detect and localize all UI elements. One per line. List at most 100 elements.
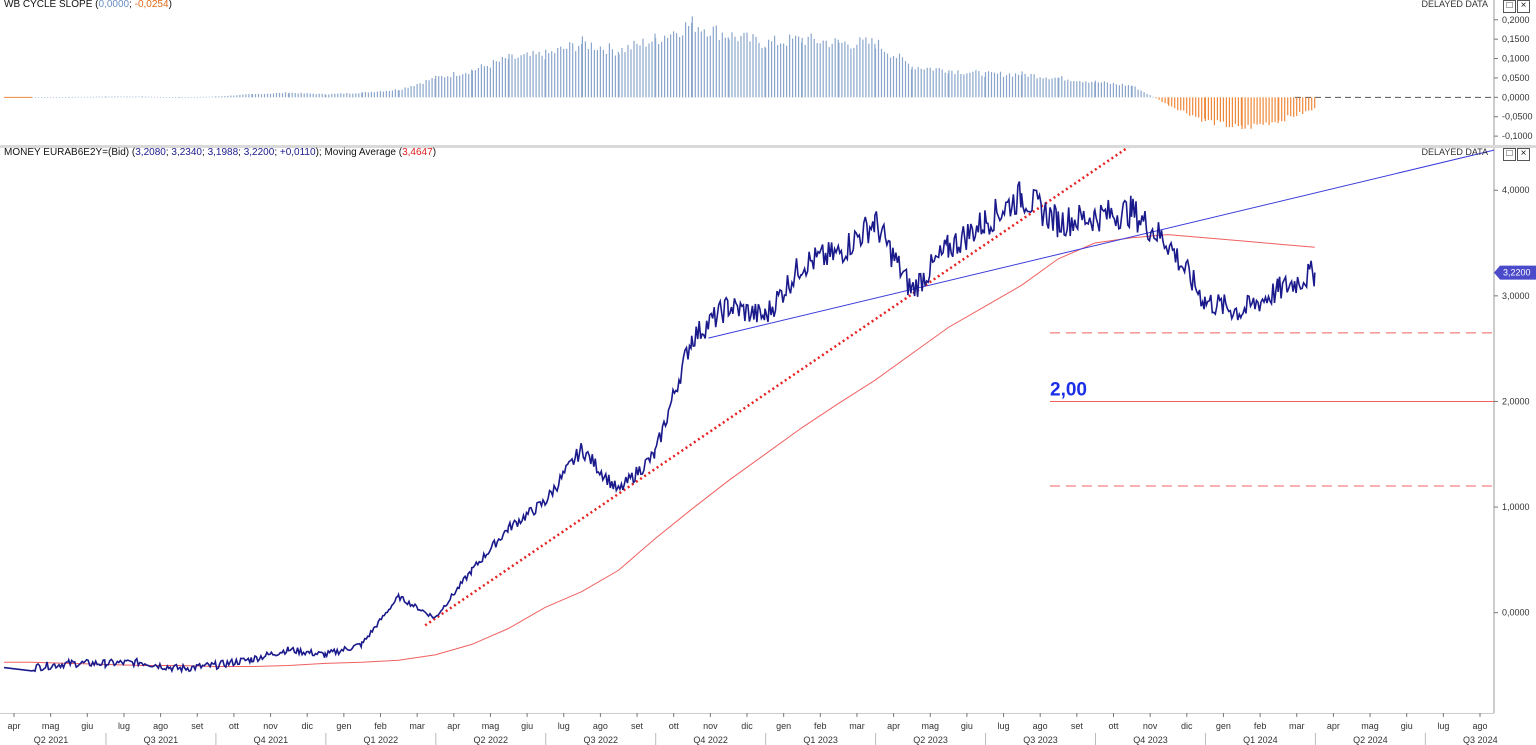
month-label: feb: [374, 721, 387, 731]
y-tick-label: 0,1500: [1502, 34, 1530, 44]
slope-bar: [1002, 76, 1005, 98]
slope-bar: [397, 90, 399, 98]
slope-bar: [65, 97, 67, 98]
slope-bar: [236, 95, 238, 98]
slope-bar: [898, 53, 901, 98]
slope-bar: [1082, 82, 1084, 98]
slope-bar: [275, 93, 278, 98]
maximize-icon[interactable]: □: [1503, 148, 1516, 161]
month-label: set: [631, 721, 644, 731]
slope-bar: [837, 39, 839, 98]
month-label: lug: [998, 721, 1010, 731]
slope-bar: [715, 25, 717, 98]
slope-bar: [1244, 97, 1246, 129]
slope-bar: [1146, 93, 1148, 98]
slope-bar: [413, 86, 415, 98]
quarter-label: Q1 2022: [364, 735, 399, 745]
slope-bar: [1240, 97, 1242, 126]
slope-bar: [401, 89, 403, 98]
slope-bar: [1256, 97, 1258, 125]
month-label: mar: [1289, 721, 1305, 731]
legend-value-2: -0,0254: [134, 0, 169, 10]
slope-bar: [935, 68, 937, 98]
slope-bar: [1311, 97, 1313, 111]
slope-bar: [1014, 73, 1017, 98]
slope-bar: [89, 96, 91, 98]
slope-bar: [95, 96, 97, 98]
slope-bar: [214, 96, 216, 98]
slope-bar: [1164, 97, 1166, 104]
slope-bar: [227, 95, 229, 98]
slope-bar: [904, 61, 907, 98]
slope-bar: [670, 34, 672, 98]
slope-bar: [1076, 81, 1078, 98]
close-icon[interactable]: ×: [1517, 148, 1530, 161]
slope-bar: [117, 96, 119, 98]
slope-bar: [581, 36, 583, 98]
slope-bar: [831, 43, 833, 98]
slope-bar: [1268, 97, 1270, 126]
slope-bar: [1180, 97, 1182, 111]
slope-bar: [1121, 83, 1123, 98]
slope-bar: [71, 96, 73, 98]
slope-bar: [682, 35, 684, 98]
slope-bar: [498, 61, 500, 98]
slope-bar: [611, 49, 613, 98]
cycle-slope-legend: WB CYCLE SLOPE (0,0000; -0,0254): [4, 0, 172, 10]
slope-bar: [1290, 97, 1292, 117]
slope-bar: [367, 92, 369, 98]
slope-bar: [1045, 77, 1047, 98]
slope-bar: [1064, 80, 1066, 98]
slope-bar: [281, 93, 284, 98]
slope-bar: [932, 70, 934, 98]
quarter-label: Q2 2024: [1353, 735, 1388, 745]
slope-bar: [1308, 97, 1310, 111]
slope-bar: [783, 43, 785, 98]
slope-bar: [162, 97, 165, 98]
month-label: mag: [921, 721, 939, 731]
slope-bar: [1073, 81, 1075, 98]
slope-bar: [159, 96, 162, 98]
close-icon[interactable]: ×: [1517, 0, 1530, 13]
slope-bar: [215, 96, 217, 98]
slope-bar: [1161, 97, 1163, 102]
slope-bar: [1094, 82, 1096, 98]
slope-bar: [104, 96, 106, 98]
slope-bar: [492, 60, 494, 98]
slope-bar: [572, 43, 574, 98]
slope-bar: [1287, 97, 1289, 116]
slope-bar: [834, 38, 836, 98]
quarter-label: Q3 2024: [1463, 735, 1498, 745]
quarter-label: Q1 2024: [1243, 735, 1278, 745]
slope-bar: [911, 66, 913, 98]
slope-bar: [438, 76, 440, 98]
slope-bar: [114, 96, 116, 98]
quarter-label: Q4 2022: [693, 735, 728, 745]
slope-bar: [957, 70, 959, 98]
slope-bar: [242, 94, 244, 98]
slope-bar: [1302, 97, 1304, 114]
panel-divider[interactable]: [0, 145, 1536, 148]
slope-bar: [1284, 97, 1286, 122]
slope-bar: [596, 50, 598, 98]
slope-bar: [709, 35, 711, 98]
slope-bar: [391, 90, 393, 98]
slope-bar: [1198, 97, 1200, 118]
slope-bar: [1140, 90, 1142, 98]
slope-bar: [789, 34, 791, 98]
support-trendline: [708, 149, 1495, 339]
maximize-icon[interactable]: □: [1503, 0, 1516, 13]
month-label: dic: [741, 721, 753, 731]
month-label: feb: [1254, 721, 1267, 731]
slope-bar: [996, 73, 999, 98]
slope-bar: [1222, 97, 1224, 122]
slope-bar: [508, 54, 510, 98]
slope-bar: [1036, 78, 1038, 98]
slope-bar: [813, 38, 815, 98]
slope-bar: [910, 69, 913, 98]
slope-bar: [679, 37, 681, 98]
slope-bar: [263, 93, 266, 98]
legend-high-value: 3,2340: [171, 147, 202, 158]
slope-bar: [394, 89, 396, 98]
slope-bar: [1130, 85, 1132, 98]
